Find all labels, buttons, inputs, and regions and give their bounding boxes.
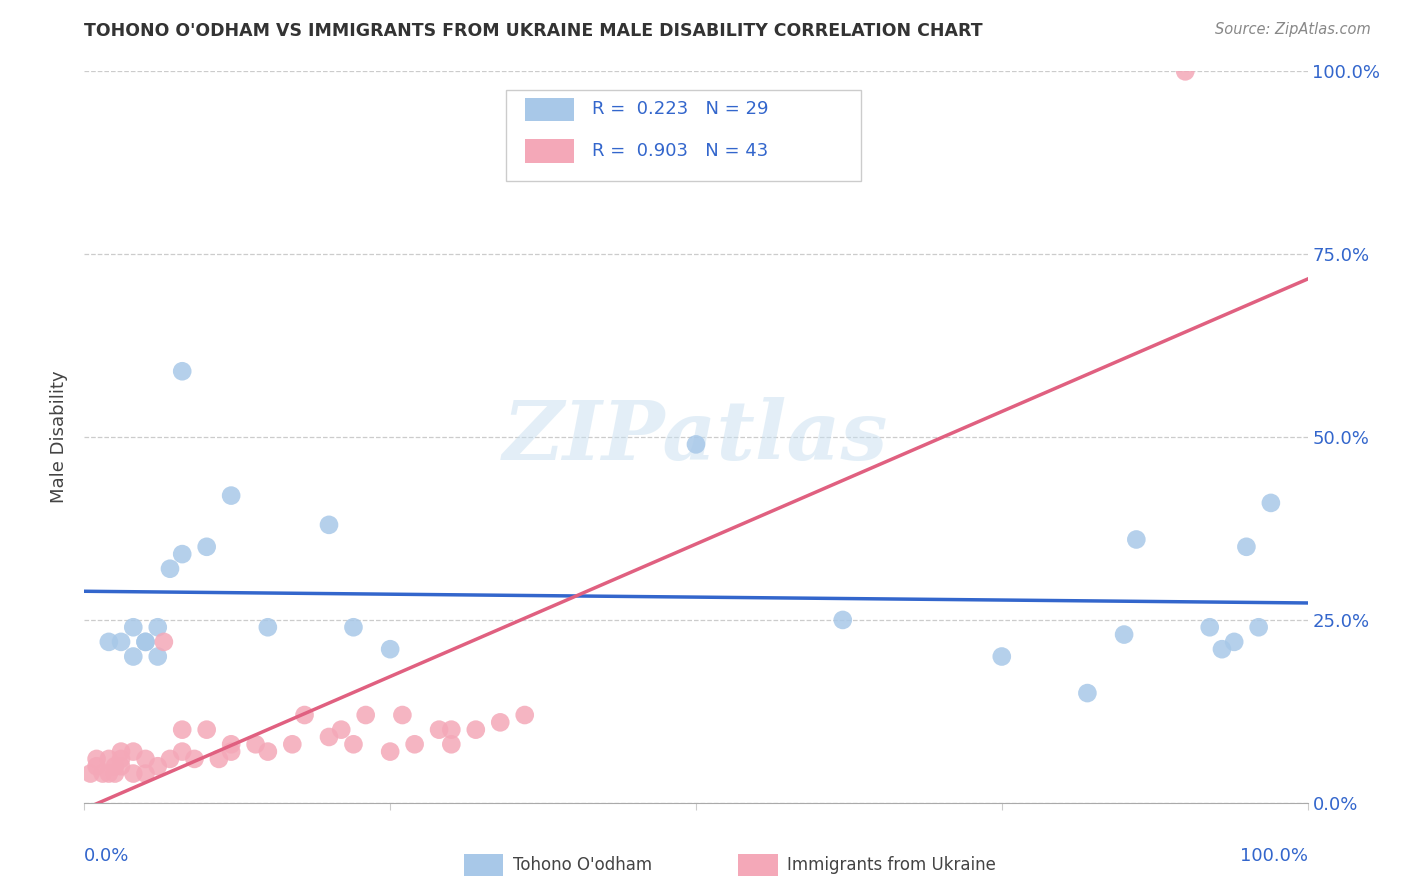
FancyBboxPatch shape	[524, 139, 574, 162]
Point	[146, 649, 169, 664]
Point	[427, 723, 450, 737]
Point	[86, 759, 108, 773]
Point	[380, 642, 402, 657]
Point	[153, 635, 176, 649]
Point	[97, 766, 120, 780]
Point	[146, 620, 169, 634]
Point	[991, 649, 1014, 664]
Point	[440, 737, 463, 751]
Point	[146, 759, 169, 773]
Point	[110, 759, 132, 773]
Text: Tohono O'odham: Tohono O'odham	[513, 856, 652, 874]
Point	[104, 766, 127, 780]
Point	[513, 708, 536, 723]
Point	[1198, 620, 1220, 634]
Point	[110, 635, 132, 649]
Point	[318, 517, 340, 532]
Point	[404, 737, 426, 751]
Text: 100.0%: 100.0%	[1240, 847, 1308, 864]
Point	[464, 723, 486, 737]
Point	[208, 752, 231, 766]
Point	[172, 745, 194, 759]
Point	[110, 745, 132, 759]
Point	[1114, 627, 1136, 641]
Point	[86, 752, 108, 766]
Point	[159, 562, 181, 576]
Point	[354, 708, 377, 723]
Point	[318, 730, 340, 744]
Point	[195, 723, 218, 737]
Point	[342, 737, 364, 751]
Point	[831, 613, 853, 627]
Point	[440, 723, 463, 737]
Text: R =  0.223   N = 29: R = 0.223 N = 29	[592, 101, 769, 119]
Point	[1076, 686, 1098, 700]
Point	[172, 547, 194, 561]
Point	[159, 752, 181, 766]
Point	[1247, 620, 1270, 634]
Point	[135, 635, 157, 649]
Point	[489, 715, 512, 730]
Point	[1236, 540, 1258, 554]
Point	[685, 437, 707, 451]
Point	[195, 540, 218, 554]
Point	[122, 649, 145, 664]
Point	[91, 766, 114, 780]
Point	[219, 489, 242, 503]
Point	[122, 745, 145, 759]
Point	[104, 759, 127, 773]
Point	[1125, 533, 1147, 547]
Point	[257, 745, 280, 759]
FancyBboxPatch shape	[524, 98, 574, 121]
Point	[172, 364, 194, 378]
Point	[342, 620, 364, 634]
Point	[294, 708, 316, 723]
Point	[1211, 642, 1233, 657]
Text: Immigrants from Ukraine: Immigrants from Ukraine	[787, 856, 997, 874]
Point	[135, 766, 157, 780]
Text: 0.0%: 0.0%	[84, 847, 129, 864]
Point	[219, 737, 242, 751]
Point	[245, 737, 267, 751]
Text: TOHONO O'ODHAM VS IMMIGRANTS FROM UKRAINE MALE DISABILITY CORRELATION CHART: TOHONO O'ODHAM VS IMMIGRANTS FROM UKRAIN…	[84, 22, 983, 40]
Point	[135, 752, 157, 766]
Point	[122, 766, 145, 780]
Point	[110, 752, 132, 766]
Point	[172, 723, 194, 737]
Point	[135, 635, 157, 649]
Point	[391, 708, 413, 723]
Text: Source: ZipAtlas.com: Source: ZipAtlas.com	[1215, 22, 1371, 37]
FancyBboxPatch shape	[506, 90, 860, 181]
Text: ZIPatlas: ZIPatlas	[503, 397, 889, 477]
Point	[1223, 635, 1246, 649]
Text: R =  0.903   N = 43: R = 0.903 N = 43	[592, 142, 768, 160]
Point	[1260, 496, 1282, 510]
Point	[97, 752, 120, 766]
Point	[122, 620, 145, 634]
Point	[257, 620, 280, 634]
Y-axis label: Male Disability: Male Disability	[51, 371, 69, 503]
Point	[330, 723, 353, 737]
Point	[380, 745, 402, 759]
Point	[79, 766, 101, 780]
Point	[1174, 64, 1197, 78]
Point	[183, 752, 205, 766]
Point	[219, 745, 242, 759]
Point	[97, 635, 120, 649]
Point	[281, 737, 304, 751]
